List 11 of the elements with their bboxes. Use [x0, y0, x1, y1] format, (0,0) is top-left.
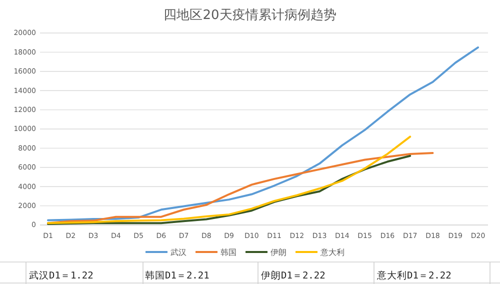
legend-label: 武汉	[170, 248, 186, 257]
line-series	[47, 46, 479, 222]
chart-title: 四地区20天疫情累计病例趋势	[164, 8, 336, 23]
legend-label: 伊朗	[270, 248, 286, 257]
legend-label: 韩国	[220, 248, 236, 257]
legend-label: 意大利	[320, 248, 344, 257]
line-series	[47, 136, 412, 224]
text: 伊朗D1＝2.22	[261, 269, 326, 282]
text: 意大利D1＝2.22	[376, 269, 452, 282]
text: 韩国D1＝2.21	[145, 269, 210, 282]
text: 武汉D1＝1.22	[29, 269, 94, 282]
